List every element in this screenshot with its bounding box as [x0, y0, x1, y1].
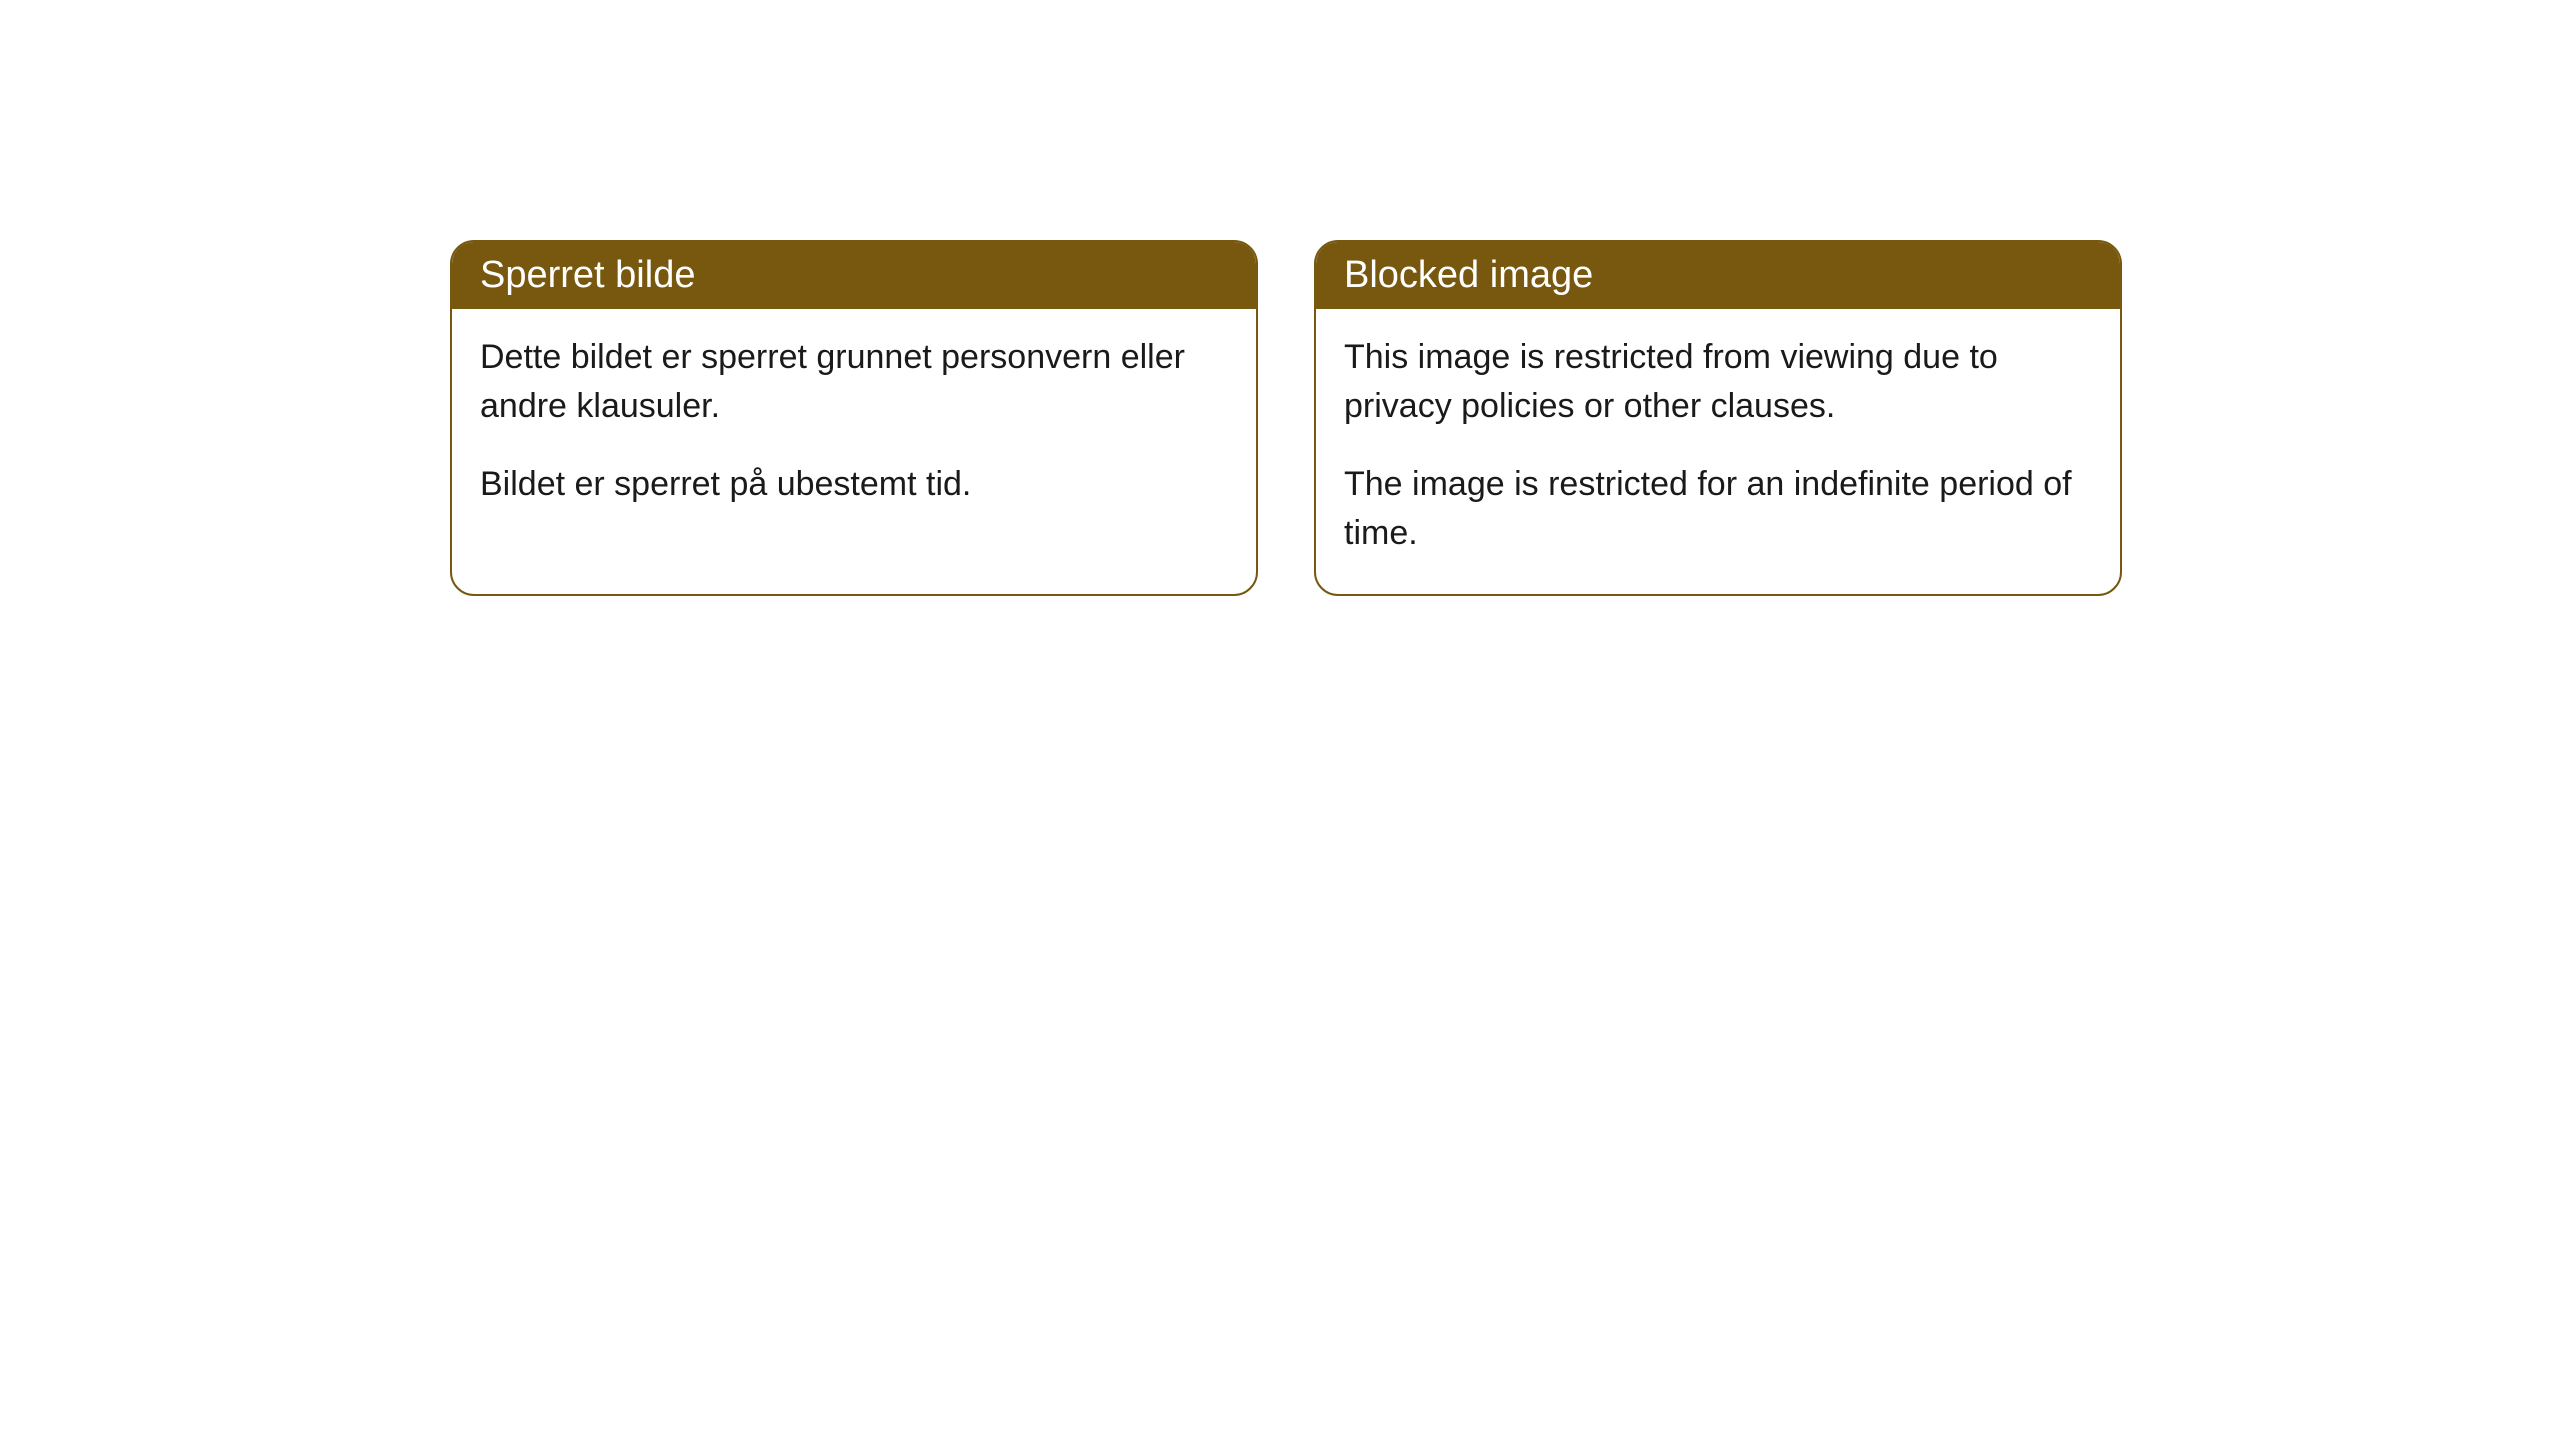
card-paragraph-1-english: This image is restricted from viewing du… — [1344, 333, 2092, 432]
card-body-english: This image is restricted from viewing du… — [1316, 309, 2120, 594]
card-paragraph-1-norwegian: Dette bildet er sperret grunnet personve… — [480, 333, 1228, 432]
card-paragraph-2-norwegian: Bildet er sperret på ubestemt tid. — [480, 460, 1228, 509]
card-header-norwegian: Sperret bilde — [452, 242, 1256, 309]
card-title-norwegian: Sperret bilde — [480, 254, 695, 296]
notice-card-norwegian: Sperret bilde Dette bildet er sperret gr… — [450, 240, 1258, 596]
notice-cards-container: Sperret bilde Dette bildet er sperret gr… — [450, 240, 2122, 596]
card-paragraph-2-english: The image is restricted for an indefinit… — [1344, 460, 2092, 559]
card-body-norwegian: Dette bildet er sperret grunnet personve… — [452, 309, 1256, 545]
notice-card-english: Blocked image This image is restricted f… — [1314, 240, 2122, 596]
card-header-english: Blocked image — [1316, 242, 2120, 309]
card-title-english: Blocked image — [1344, 254, 1593, 296]
